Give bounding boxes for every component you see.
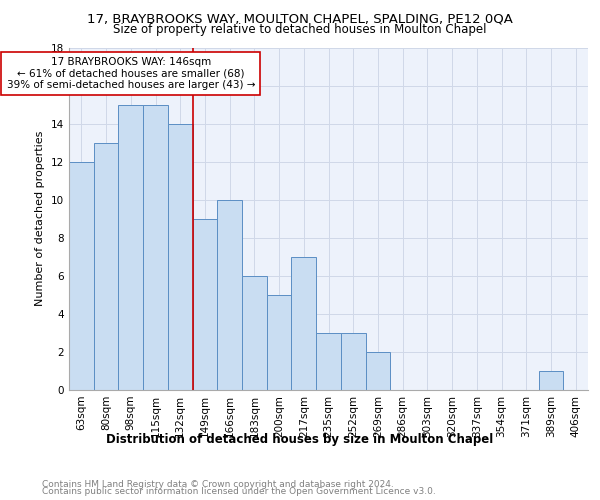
Bar xyxy=(341,333,365,390)
Text: Size of property relative to detached houses in Moulton Chapel: Size of property relative to detached ho… xyxy=(113,22,487,36)
Bar xyxy=(217,200,242,390)
Bar xyxy=(69,162,94,390)
Bar xyxy=(118,104,143,390)
Bar xyxy=(316,333,341,390)
Text: Contains public sector information licensed under the Open Government Licence v3: Contains public sector information licen… xyxy=(42,487,436,496)
Text: Contains HM Land Registry data © Crown copyright and database right 2024.: Contains HM Land Registry data © Crown c… xyxy=(42,480,394,489)
Text: 17, BRAYBROOKS WAY, MOULTON CHAPEL, SPALDING, PE12 0QA: 17, BRAYBROOKS WAY, MOULTON CHAPEL, SPAL… xyxy=(87,12,513,26)
Bar xyxy=(365,352,390,390)
Bar xyxy=(168,124,193,390)
Text: 17 BRAYBROOKS WAY: 146sqm
← 61% of detached houses are smaller (68)
39% of semi-: 17 BRAYBROOKS WAY: 146sqm ← 61% of detac… xyxy=(7,57,255,90)
Bar xyxy=(242,276,267,390)
Bar xyxy=(94,142,118,390)
Bar xyxy=(193,219,217,390)
Bar xyxy=(539,371,563,390)
Bar xyxy=(267,295,292,390)
Bar xyxy=(292,257,316,390)
Bar xyxy=(143,104,168,390)
Text: Distribution of detached houses by size in Moulton Chapel: Distribution of detached houses by size … xyxy=(106,432,494,446)
Y-axis label: Number of detached properties: Number of detached properties xyxy=(35,131,46,306)
